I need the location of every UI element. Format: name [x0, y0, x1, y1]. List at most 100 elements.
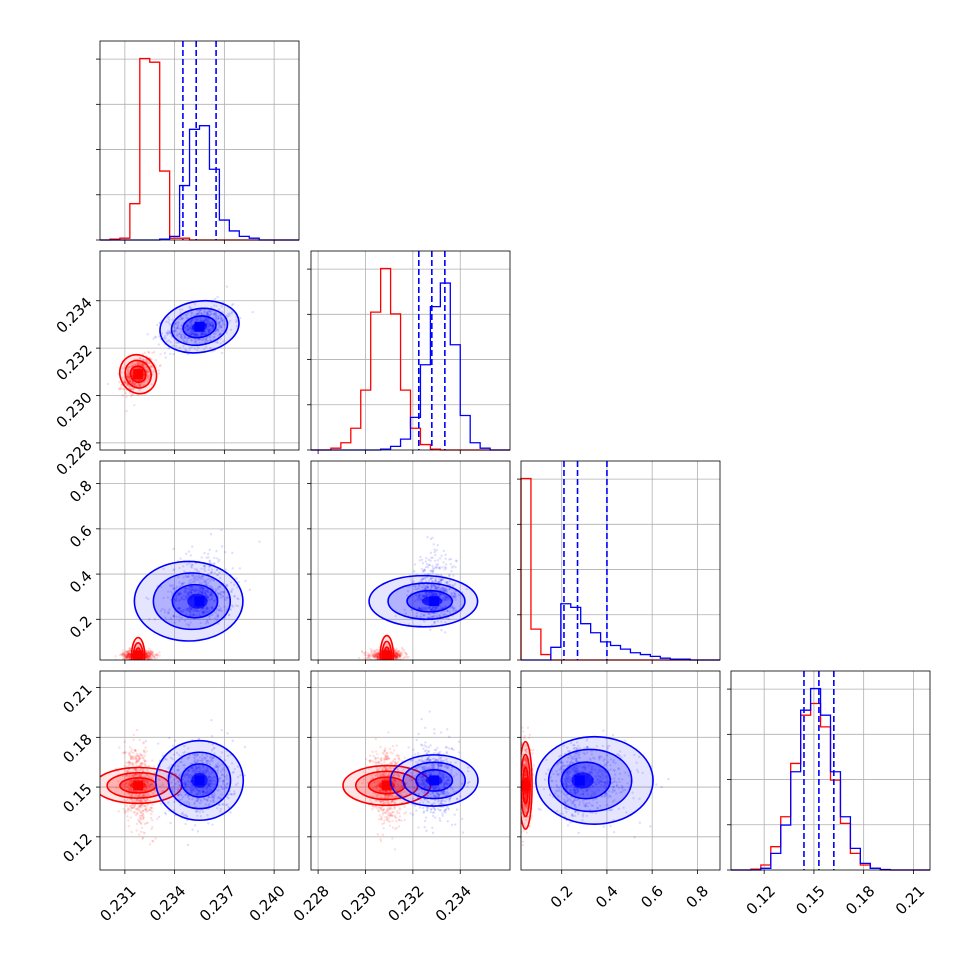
sample-point	[141, 363, 144, 367]
sample-point	[434, 579, 438, 582]
sample-point	[128, 646, 131, 650]
sample-point	[128, 654, 131, 658]
sample-point	[377, 651, 380, 655]
sample-point	[148, 652, 151, 656]
sample-point	[429, 572, 432, 576]
sample-point	[126, 770, 129, 773]
sample-point	[422, 606, 425, 609]
sample-point	[137, 758, 140, 761]
sample-point	[431, 536, 434, 540]
sample-point	[169, 352, 172, 356]
sample-point	[146, 653, 149, 657]
sample-point	[209, 338, 212, 342]
sample-point	[438, 591, 441, 595]
sample-point	[194, 332, 198, 336]
sample-point	[130, 788, 133, 791]
sample-point	[452, 607, 455, 610]
sample-point	[369, 652, 373, 656]
sample-point	[204, 570, 207, 573]
sample-point	[143, 793, 146, 797]
sample-point	[144, 760, 147, 763]
sample-point	[367, 654, 370, 657]
sample-point	[214, 329, 217, 333]
sample-point	[131, 774, 134, 778]
sample-point	[148, 652, 151, 655]
sample-point	[127, 761, 130, 765]
sample-point	[145, 371, 149, 374]
sample-point	[134, 768, 137, 772]
sample-point	[133, 383, 137, 386]
sample-point	[147, 651, 151, 654]
sample-point	[148, 656, 152, 659]
sample-point	[394, 651, 397, 654]
sample-point	[120, 371, 124, 374]
sample-point	[131, 763, 135, 766]
sample-point	[366, 654, 370, 658]
sample-point	[201, 591, 204, 595]
sample-point	[131, 800, 134, 803]
sample-point	[178, 592, 181, 595]
sample-point	[172, 353, 175, 356]
sample-point	[450, 592, 453, 595]
sample-point	[189, 332, 192, 336]
sample-point	[188, 337, 192, 340]
sample-point	[217, 325, 220, 329]
sample-point	[442, 587, 445, 590]
sample-point	[398, 649, 401, 653]
sample-point	[135, 794, 138, 797]
sample-point	[216, 573, 220, 577]
sample-point	[141, 812, 144, 815]
sample-point	[376, 654, 379, 658]
sample-point	[216, 295, 219, 299]
sample-point	[433, 587, 436, 590]
sample-point	[151, 825, 154, 829]
sample-point	[203, 319, 206, 322]
sample-point	[140, 753, 143, 757]
sample-point	[178, 332, 182, 335]
sample-point	[377, 652, 381, 656]
sample-point	[176, 333, 179, 336]
sample-point	[145, 652, 148, 655]
sample-point	[138, 803, 142, 807]
sample-point	[144, 799, 147, 803]
sample-point	[371, 654, 374, 658]
sample-point	[191, 312, 194, 315]
sample-point	[419, 597, 423, 601]
sample-point	[394, 654, 397, 657]
sample-point	[137, 362, 141, 366]
sample-point	[376, 652, 380, 655]
sample-point	[140, 806, 143, 809]
sample-point	[122, 388, 126, 391]
sample-point	[189, 614, 192, 617]
sample-point	[375, 653, 378, 657]
sample-point	[376, 655, 379, 659]
sample-point	[146, 655, 149, 658]
sample-point	[201, 333, 204, 336]
sample-point	[193, 585, 196, 589]
sample-point	[227, 313, 230, 316]
sample-point	[136, 798, 139, 801]
sample-point	[395, 653, 398, 656]
sample-point	[204, 583, 208, 586]
sample-point	[376, 655, 379, 658]
sample-point	[139, 811, 143, 814]
sample-point	[203, 317, 207, 320]
sample-point	[158, 651, 161, 654]
sample-point	[189, 324, 193, 327]
sample-point	[127, 652, 131, 656]
sample-point	[142, 373, 146, 376]
sample-point	[207, 556, 210, 559]
sample-point	[189, 320, 193, 323]
sample-point	[183, 598, 186, 601]
sample-point	[418, 594, 422, 597]
sample-point	[397, 656, 400, 659]
sample-point	[443, 565, 447, 569]
sample-point	[122, 652, 126, 656]
sample-point	[138, 814, 142, 817]
sample-point	[201, 339, 205, 342]
sample-point	[204, 318, 207, 322]
sample-point	[210, 606, 213, 610]
sample-point	[120, 652, 123, 656]
sample-point	[432, 605, 435, 609]
sample-point	[222, 590, 225, 594]
